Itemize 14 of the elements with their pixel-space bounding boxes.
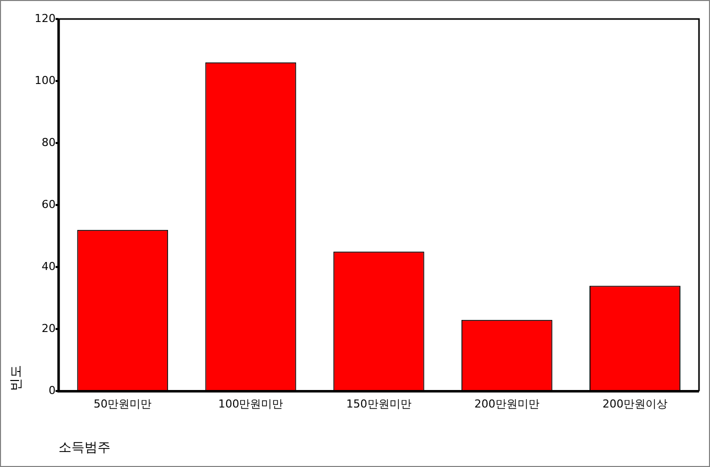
y-tick-label: 40 [42, 260, 56, 273]
x-tick-label: 100만원미만 [218, 398, 284, 411]
y-tick-label: 60 [42, 198, 56, 211]
y-axis-title: 빈도 [9, 365, 24, 392]
x-tick-label: 200만원미만 [474, 398, 540, 411]
y-tick-label: 100 [34, 74, 56, 87]
x-axis-title: 소득범주 [58, 440, 111, 456]
y-tick-label: 120 [34, 12, 56, 25]
x-tick-label: 200만원이상 [602, 398, 668, 411]
x-tick-label: 50만원미만 [94, 398, 152, 411]
x-tick-label: 150만원미만 [346, 398, 412, 411]
y-tick-label: 20 [42, 322, 56, 336]
y-tick-label: 80 [42, 136, 56, 149]
y-tick-label: 0 [48, 384, 56, 398]
